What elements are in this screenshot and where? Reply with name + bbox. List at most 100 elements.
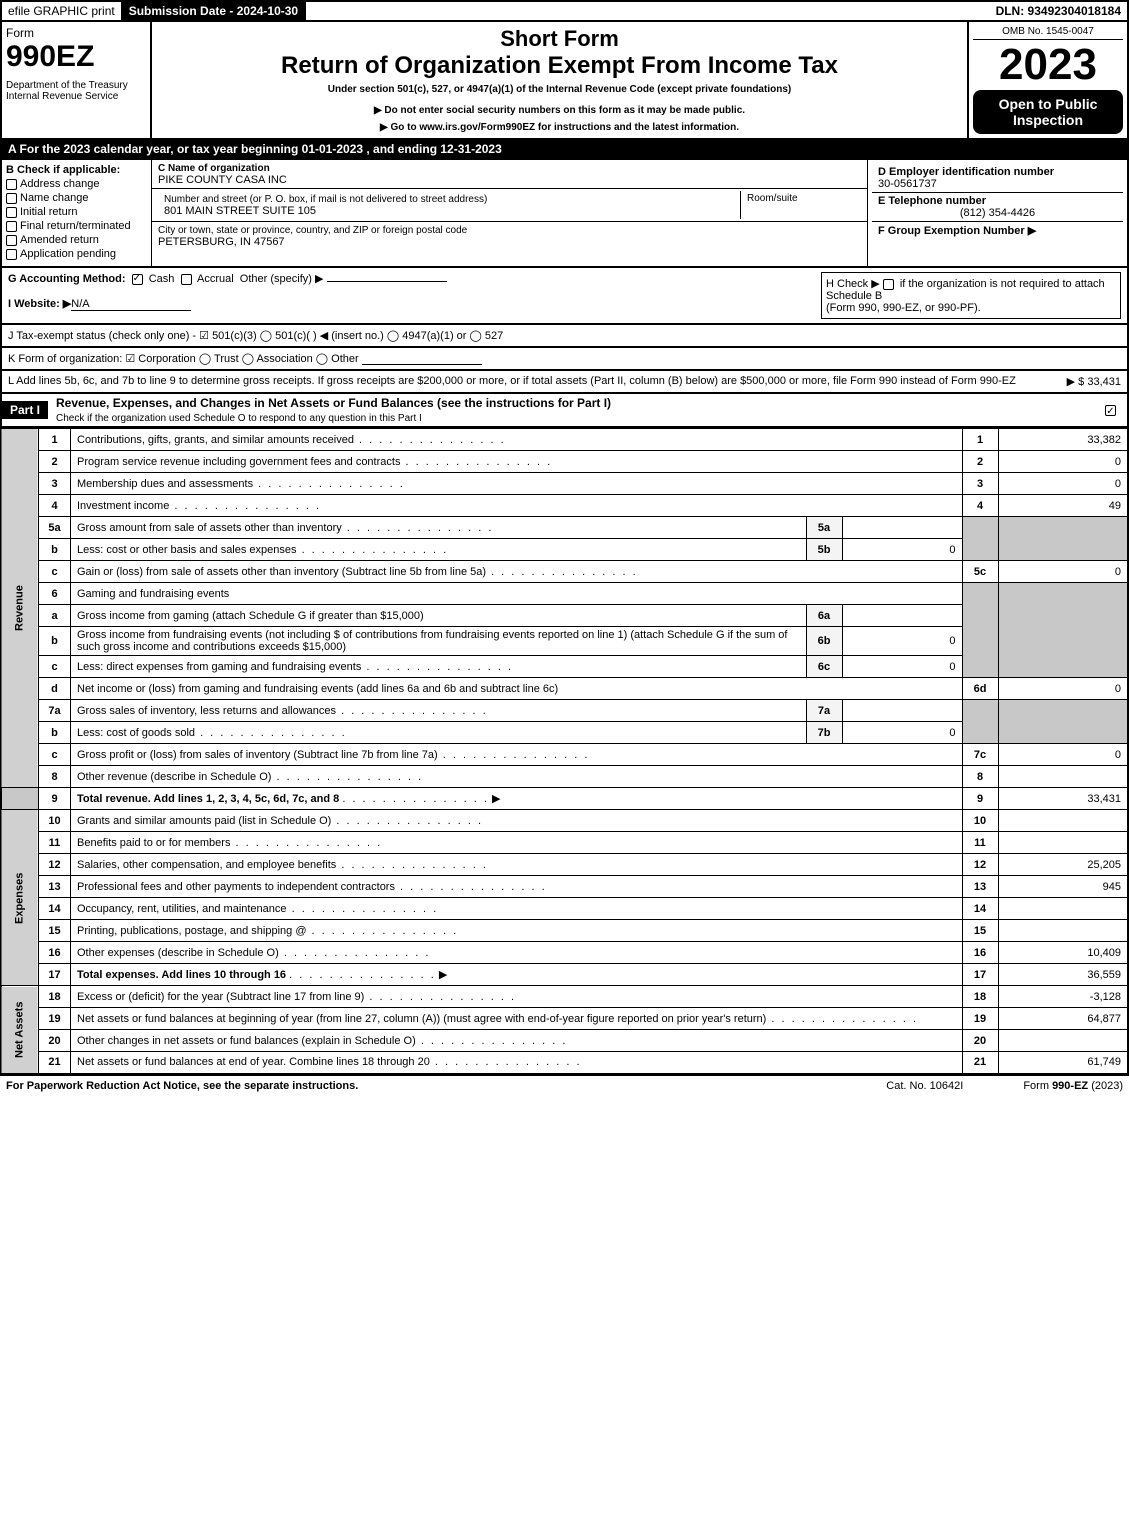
ein-value: 30-0561737: [878, 178, 937, 190]
line-6b: bGross income from fundraising events (n…: [1, 627, 1128, 656]
part-i-sub: Check if the organization used Schedule …: [56, 413, 422, 424]
line-14: 14Occupancy, rent, utilities, and mainte…: [1, 898, 1128, 920]
h-text3: (Form 990, 990-EZ, or 990-PF).: [826, 302, 981, 314]
side-revenue: Revenue: [1, 429, 39, 788]
line-13: 13Professional fees and other payments t…: [1, 876, 1128, 898]
efile-label[interactable]: efile GRAPHIC print: [2, 2, 123, 20]
omb-number: OMB No. 1545-0047: [973, 26, 1123, 40]
part-i-title: Revenue, Expenses, and Changes in Net As…: [56, 396, 611, 410]
g-label: G Accounting Method:: [8, 273, 126, 285]
row-k-org-form: K Form of organization: ☑ Corporation ◯ …: [0, 348, 1129, 371]
short-form-title: Short Form: [160, 26, 959, 52]
check-app-pending[interactable]: Application pending: [6, 248, 147, 260]
form-number: 990EZ: [6, 40, 146, 74]
section-a-period: A For the 2023 calendar year, or tax yea…: [0, 140, 1129, 160]
line-5c: cGain or (loss) from sale of assets othe…: [1, 561, 1128, 583]
line-20: 20Other changes in net assets or fund ba…: [1, 1030, 1128, 1052]
l-text: L Add lines 5b, 6c, and 7b to line 9 to …: [8, 375, 1067, 388]
city-state-zip: PETERSBURG, IN 47567: [158, 236, 285, 248]
line-1-no: 1: [962, 429, 998, 451]
submission-date: Submission Date - 2024-10-30: [123, 2, 306, 20]
row-j-tax-status: J Tax-exempt status (check only one) - ☑…: [0, 325, 1129, 348]
check-accrual[interactable]: [181, 274, 192, 285]
accrual-label: Accrual: [197, 273, 234, 285]
main-title: Return of Organization Exempt From Incom…: [160, 52, 959, 80]
check-address-change[interactable]: Address change: [6, 178, 147, 190]
h-check-label: H Check ▶: [826, 278, 880, 290]
part-i-label: Part I: [2, 401, 48, 419]
dept-label: Department of the Treasury Internal Reve…: [6, 80, 146, 102]
street-address: 801 MAIN STREET SUITE 105: [164, 205, 316, 217]
line-7a: 7aGross sales of inventory, less returns…: [1, 700, 1128, 722]
check-cash[interactable]: [132, 274, 143, 285]
k-text: K Form of organization: ☑ Corporation ◯ …: [8, 352, 359, 365]
h-box: H Check ▶ if the organization is not req…: [821, 272, 1121, 319]
dln: DLN: 93492304018184: [990, 2, 1127, 20]
line-10: Expenses 10Grants and similar amounts pa…: [1, 810, 1128, 832]
inspection-badge: Open to Public Inspection: [973, 90, 1123, 134]
other-label: Other (specify) ▶: [240, 273, 324, 285]
line-9: 9Total revenue. Add lines 1, 2, 3, 4, 5c…: [1, 788, 1128, 810]
line-12: 12Salaries, other compensation, and empl…: [1, 854, 1128, 876]
line-6: 6Gaming and fundraising events: [1, 583, 1128, 605]
cash-label: Cash: [149, 273, 175, 285]
check-schedule-o[interactable]: [1105, 405, 1116, 416]
line-11: 11Benefits paid to or for members11: [1, 832, 1128, 854]
street-label: Number and street (or P. O. box, if mail…: [164, 194, 487, 205]
col-c-address: C Name of organization PIKE COUNTY CASA …: [152, 160, 867, 266]
col-b-checkboxes: B Check if applicable: Address change Na…: [2, 160, 152, 266]
line-1-desc: Contributions, gifts, grants, and simila…: [71, 429, 963, 451]
org-info-row: B Check if applicable: Address change Na…: [0, 160, 1129, 268]
k-other-input[interactable]: [362, 352, 482, 365]
check-amended-return[interactable]: Amended return: [6, 234, 147, 246]
line-5a: 5aGross amount from sale of assets other…: [1, 517, 1128, 539]
tel-value: (812) 354-4426: [878, 207, 1117, 219]
line-18: Net Assets 18Excess or (deficit) for the…: [1, 986, 1128, 1008]
check-h[interactable]: [883, 279, 894, 290]
form-header: Form 990EZ Department of the Treasury In…: [0, 22, 1129, 140]
l-amount: ▶ $ 33,431: [1067, 375, 1121, 388]
page-footer: For Paperwork Reduction Act Notice, see …: [0, 1075, 1129, 1096]
line-1-amount: 33,382: [998, 429, 1128, 451]
check-final-return[interactable]: Final return/terminated: [6, 220, 147, 232]
line-6d: dNet income or (loss) from gaming and fu…: [1, 678, 1128, 700]
room-suite-label: Room/suite: [741, 191, 861, 219]
footer-form-ref: Form 990-EZ (2023): [1023, 1080, 1123, 1092]
part-i-header: Part I Revenue, Expenses, and Changes in…: [0, 394, 1129, 428]
group-exemption-label: F Group Exemption Number ▶: [878, 225, 1036, 237]
row-l-gross-receipts: L Add lines 5b, 6c, and 7b to line 9 to …: [0, 371, 1129, 394]
line-21: 21Net assets or fund balances at end of …: [1, 1052, 1128, 1074]
tax-year: 2023: [973, 40, 1123, 90]
bullet-link[interactable]: ▶ Go to www.irs.gov/Form990EZ for instru…: [160, 122, 959, 133]
line-7b: bLess: cost of goods sold7b0: [1, 722, 1128, 744]
line-5b: bLess: cost or other basis and sales exp…: [1, 539, 1128, 561]
city-label: City or town, state or province, country…: [158, 225, 467, 236]
line-1: Revenue 1Contributions, gifts, grants, a…: [1, 429, 1128, 451]
line-6a: aGross income from gaming (attach Schedu…: [1, 605, 1128, 627]
line-2: 2Program service revenue including gover…: [1, 451, 1128, 473]
line-7c: cGross profit or (loss) from sales of in…: [1, 744, 1128, 766]
top-bar: efile GRAPHIC print Submission Date - 20…: [0, 0, 1129, 22]
arrow-icon: ▶: [492, 792, 500, 805]
check-name-change[interactable]: Name change: [6, 192, 147, 204]
arrow-icon: ▶: [439, 968, 447, 981]
website-value: N/A: [71, 298, 191, 311]
org-name-label: C Name of organization: [158, 163, 270, 174]
i-label: I Website: ▶: [8, 298, 71, 310]
check-initial-return[interactable]: Initial return: [6, 206, 147, 218]
line-16: 16Other expenses (describe in Schedule O…: [1, 942, 1128, 964]
line-4: 4Investment income449: [1, 495, 1128, 517]
row-g-accounting: G Accounting Method: Cash Accrual Other …: [0, 268, 1129, 325]
other-input[interactable]: [327, 281, 447, 282]
org-name: PIKE COUNTY CASA INC: [158, 174, 287, 186]
tel-label: E Telephone number: [878, 195, 986, 207]
line-15: 15Printing, publications, postage, and s…: [1, 920, 1128, 942]
ein-label: D Employer identification number: [878, 166, 1054, 178]
side-net-assets: Net Assets: [1, 986, 39, 1074]
line-17: 17Total expenses. Add lines 10 through 1…: [1, 964, 1128, 986]
col-b-label: B Check if applicable:: [6, 164, 120, 176]
subtitle: Under section 501(c), 527, or 4947(a)(1)…: [160, 84, 959, 95]
bullet-ssn: ▶ Do not enter social security numbers o…: [160, 105, 959, 116]
j-text: J Tax-exempt status (check only one) - ☑…: [8, 329, 503, 342]
col-d-ids: D Employer identification number 30-0561…: [867, 160, 1127, 266]
